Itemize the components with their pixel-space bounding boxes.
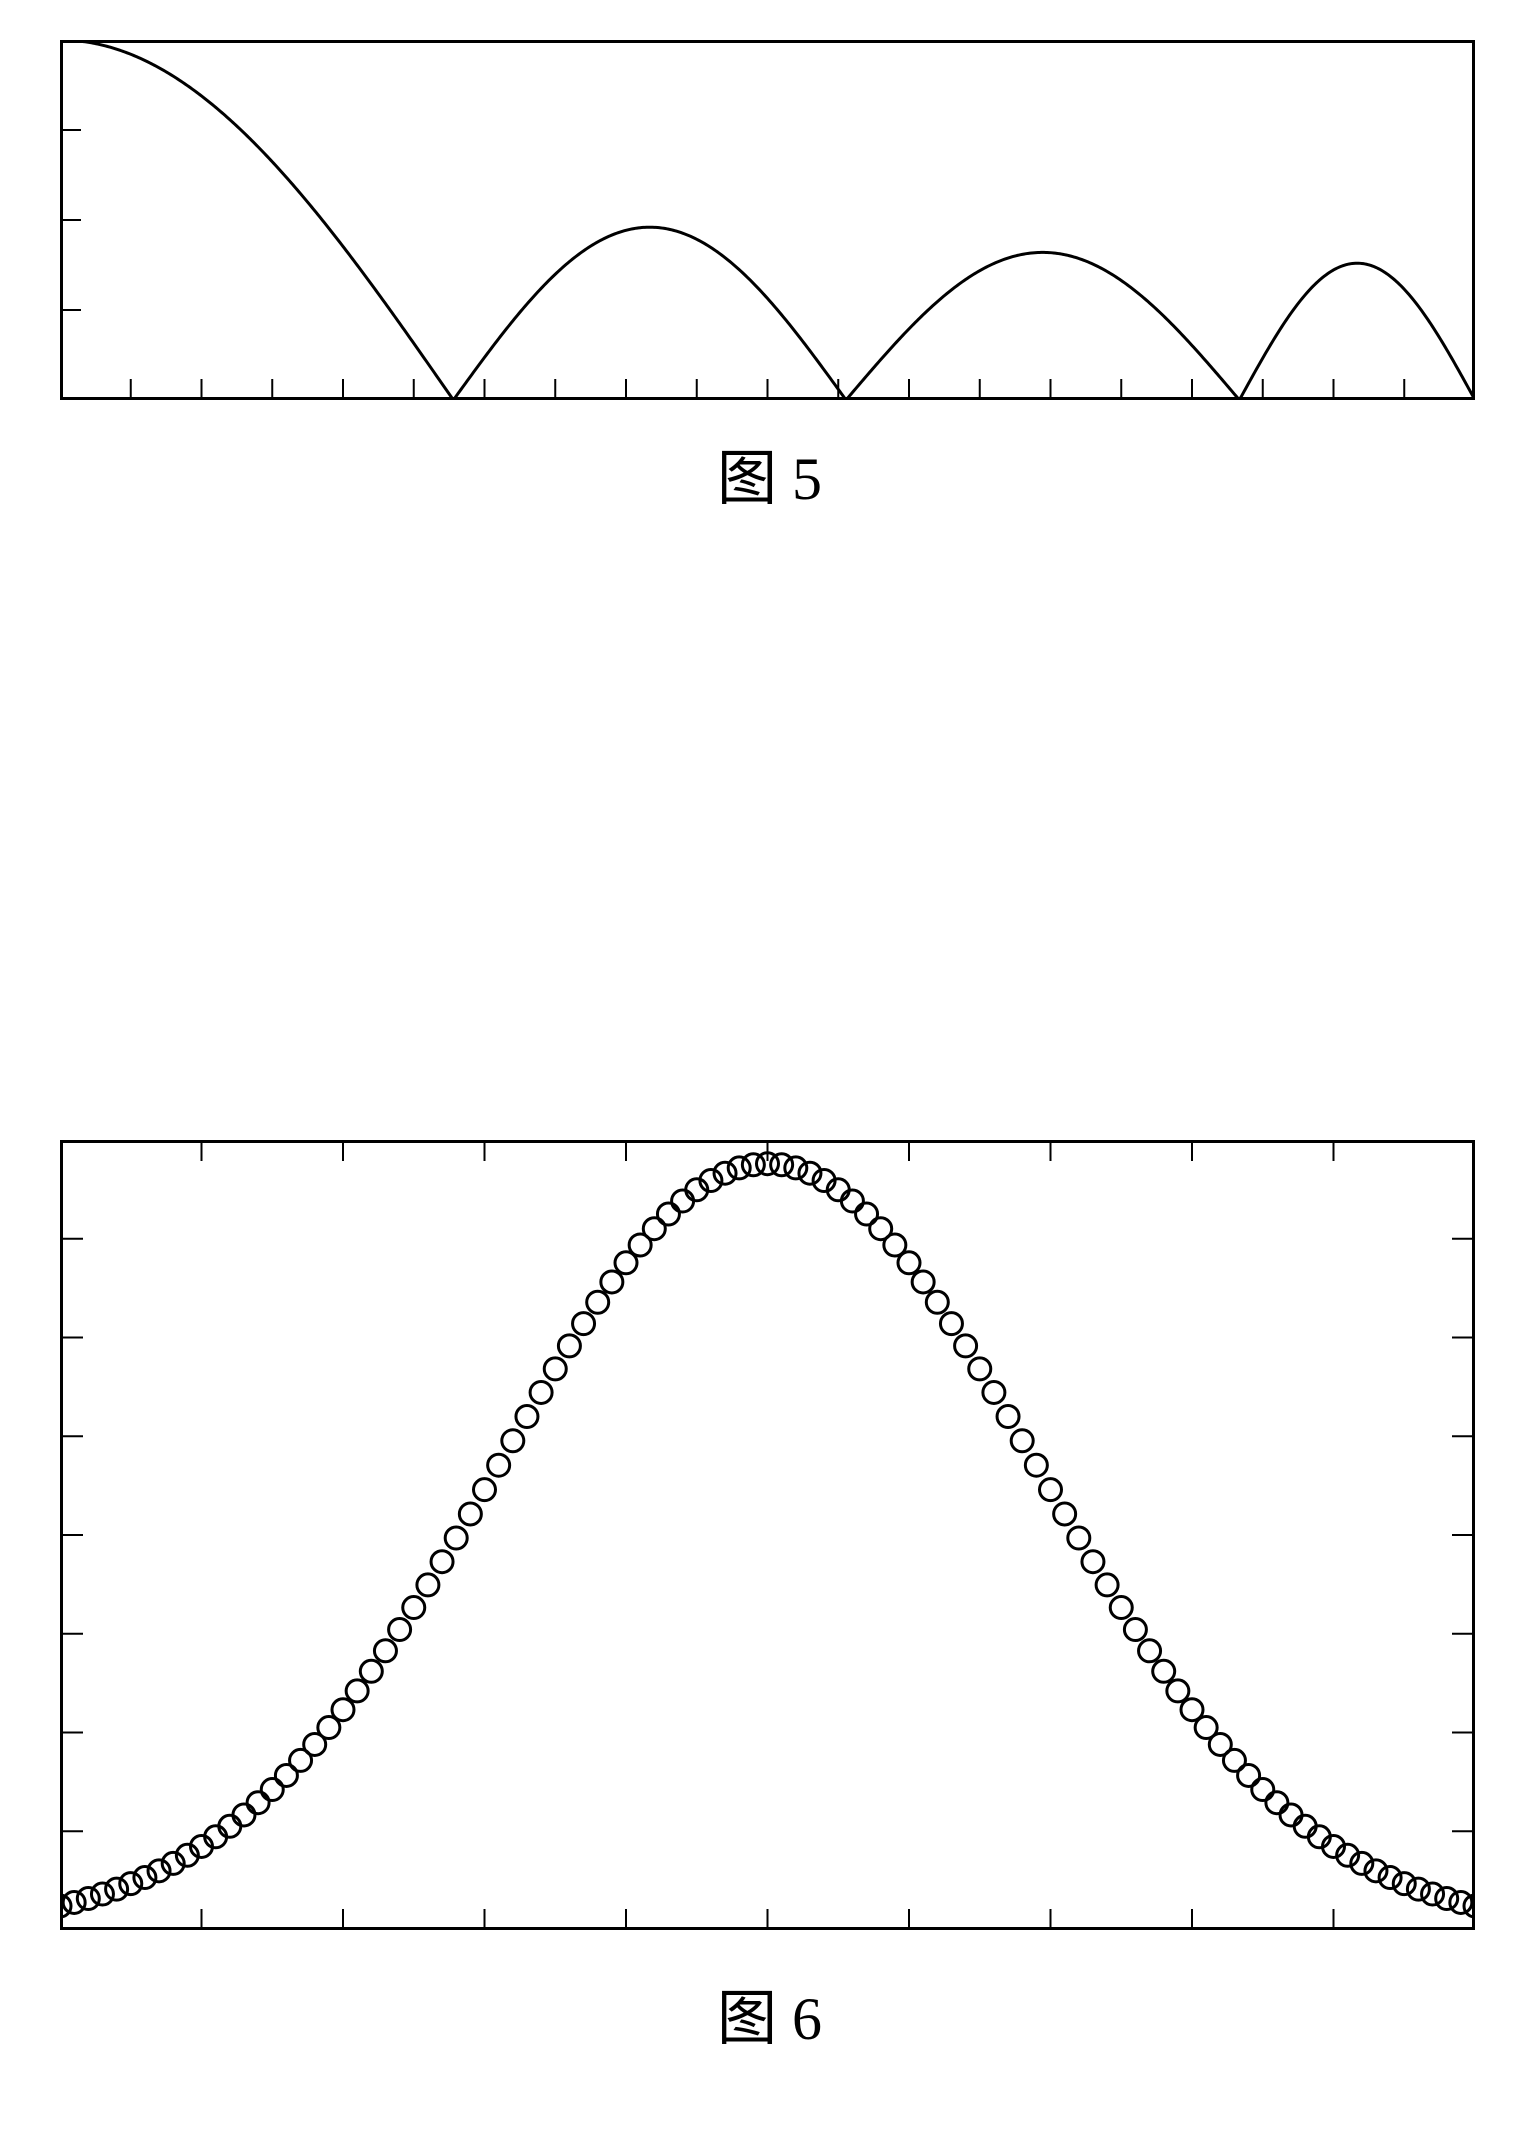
figure-6-caption: 图 6 [0,1970,1539,2057]
figure-5-plot [60,40,1475,400]
figure-6-plot [60,1140,1475,1930]
page: 图 5 图 6 [0,0,1539,2143]
figure-5-caption: 图 5 [0,430,1539,517]
